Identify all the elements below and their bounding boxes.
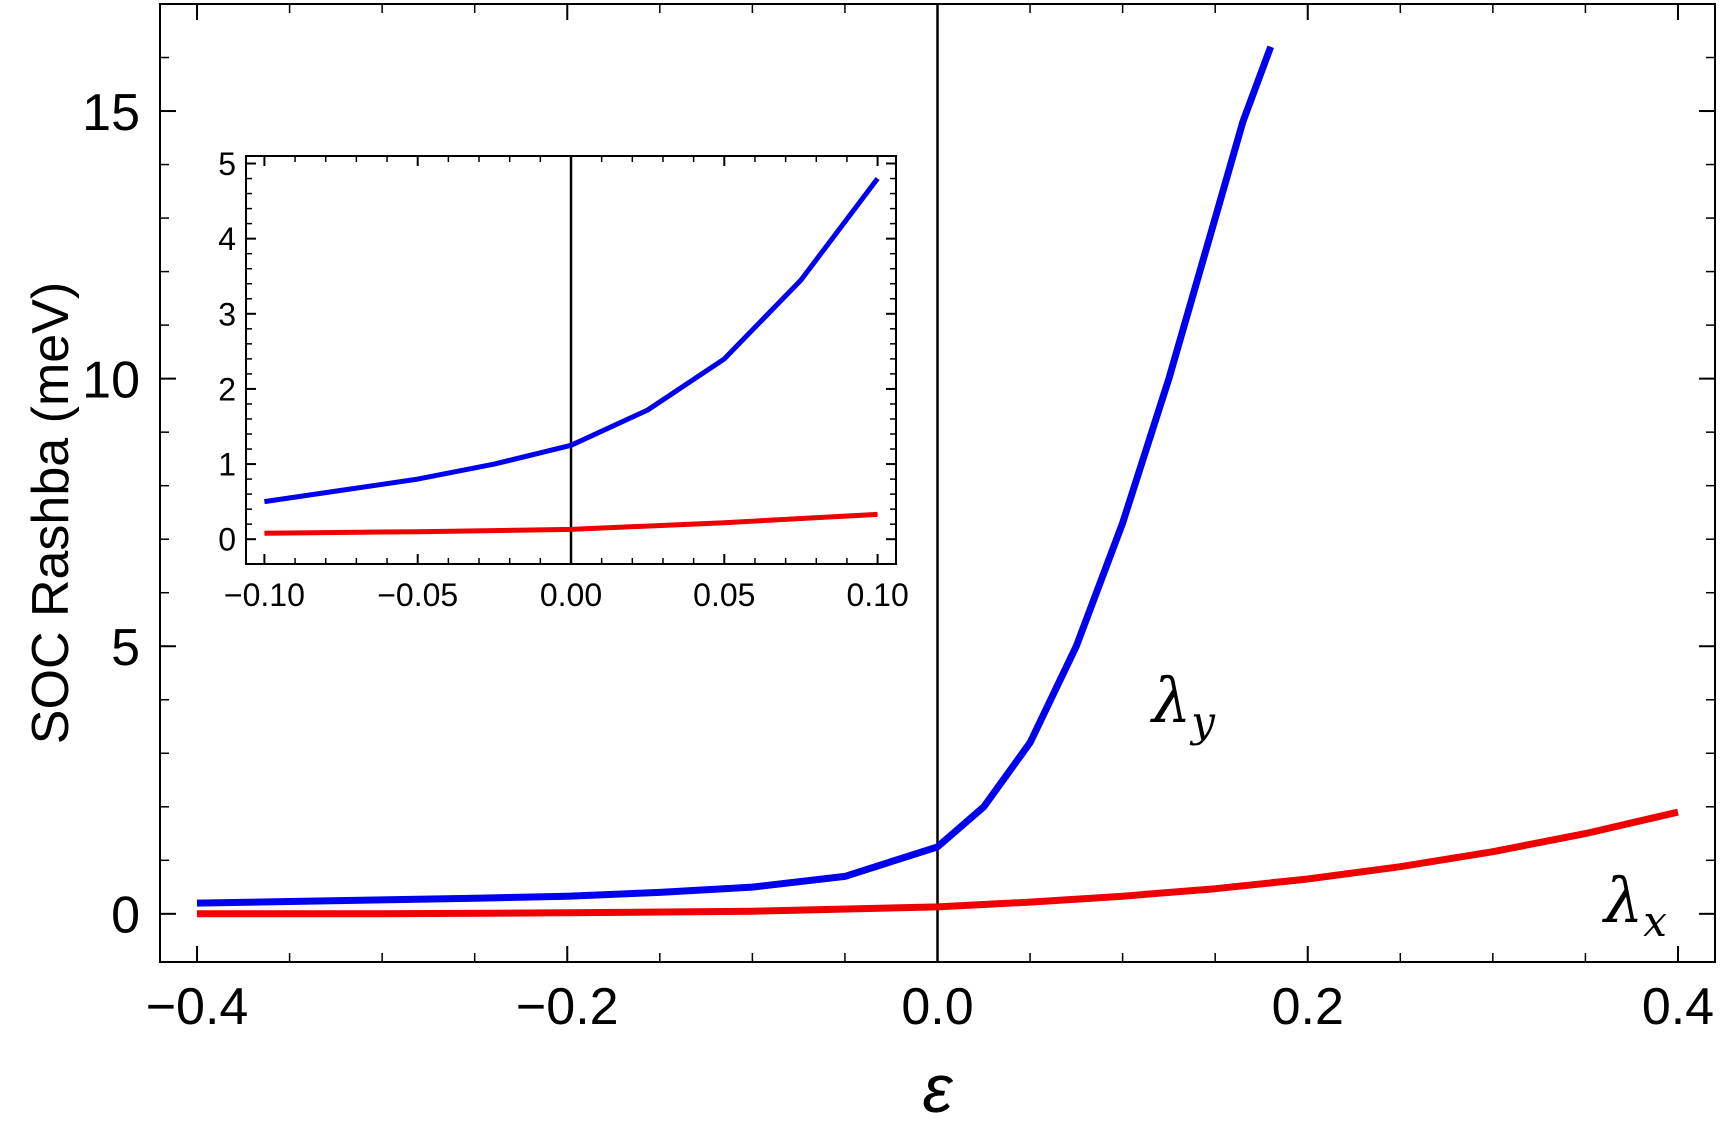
- inset-x-tick-label: 0.10: [846, 577, 908, 613]
- inset-y-tick-label: 5: [218, 146, 236, 182]
- main-x-tick-label: 0.4: [1642, 978, 1714, 1036]
- main-y-tick-label: 5: [111, 619, 140, 677]
- main-x-axis-title: ε: [923, 1051, 954, 1125]
- inset-x-tick-label: 0.05: [693, 577, 755, 613]
- inset-series-line-1: [264, 511, 878, 536]
- series-label-lambda-x: λx: [1601, 864, 1667, 946]
- inset-x-tick-label: 0.00: [540, 577, 602, 613]
- main-x-tick-label: 0.0: [901, 978, 973, 1036]
- inset-series-line-0: [264, 176, 880, 505]
- inset-y-tick-label: 4: [218, 221, 236, 257]
- inset-x-tick-label: −0.05: [377, 577, 458, 613]
- inset-y-tick-label: 1: [218, 447, 236, 483]
- inset-y-tick-label: 0: [218, 522, 236, 558]
- inset-y-tick-label: 2: [218, 371, 236, 407]
- main-x-tick-label: 0.2: [1272, 978, 1344, 1036]
- main-y-axis-title: SOC Rashba (meV): [22, 282, 80, 744]
- main-series-lambda-x: [197, 808, 1679, 918]
- inset-y-tick-label: 3: [218, 296, 236, 332]
- series-label-lambda-y: λy: [1149, 664, 1216, 746]
- main-series-lambda-y: [196, 45, 1274, 907]
- main-x-tick-label: −0.4: [146, 978, 249, 1036]
- main-y-tick-label: 10: [82, 351, 140, 409]
- main-y-tick-label: 0: [111, 887, 140, 945]
- main-y-tick-label: 15: [82, 84, 140, 142]
- inset-plot: −0.10 −0.05 0.00 0.05 0.10 0 1 2 3 4 5: [218, 146, 909, 613]
- main-x-tick-label: −0.2: [516, 978, 619, 1036]
- inset-x-tick-label: −0.10: [224, 577, 305, 613]
